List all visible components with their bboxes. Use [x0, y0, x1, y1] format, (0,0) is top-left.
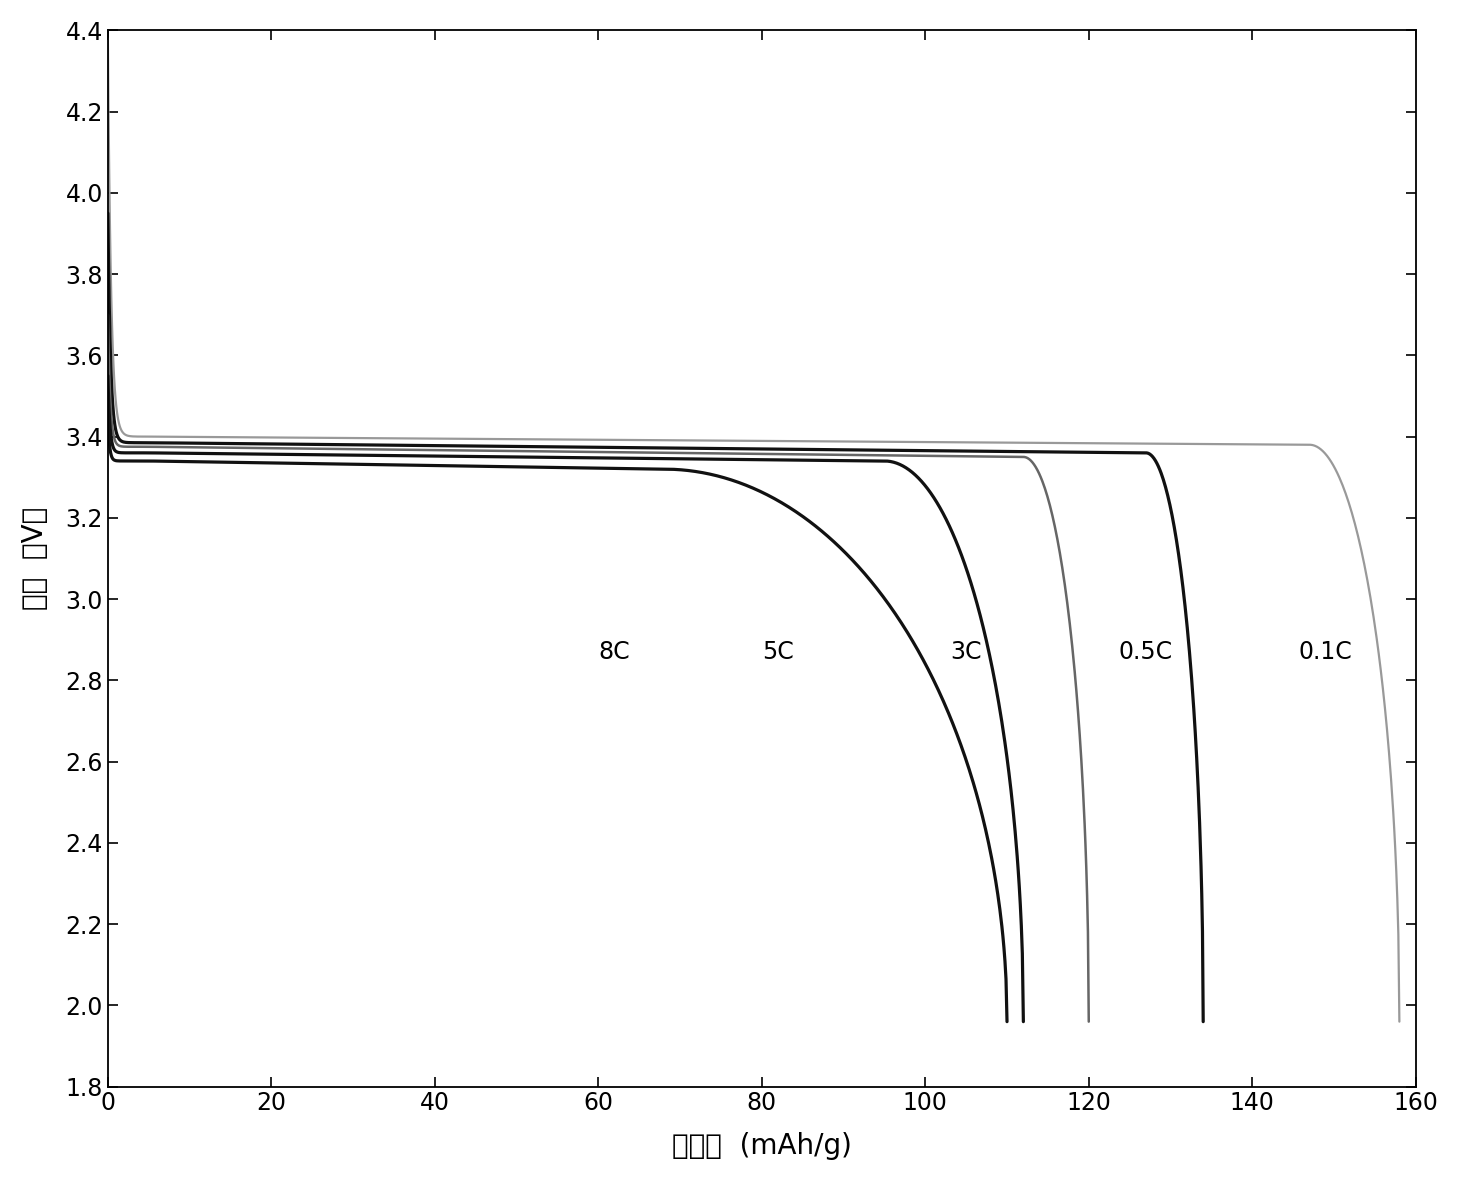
Text: 5C: 5C — [762, 640, 794, 664]
X-axis label: 比容量  (mAh/g): 比容量 (mAh/g) — [671, 1133, 852, 1160]
Text: 3C: 3C — [950, 640, 982, 664]
Text: 0.5C: 0.5C — [1119, 640, 1173, 664]
Y-axis label: 电压  （V）: 电压 （V） — [20, 507, 48, 611]
Text: 8C: 8C — [598, 640, 630, 664]
Text: 0.1C: 0.1C — [1299, 640, 1352, 664]
